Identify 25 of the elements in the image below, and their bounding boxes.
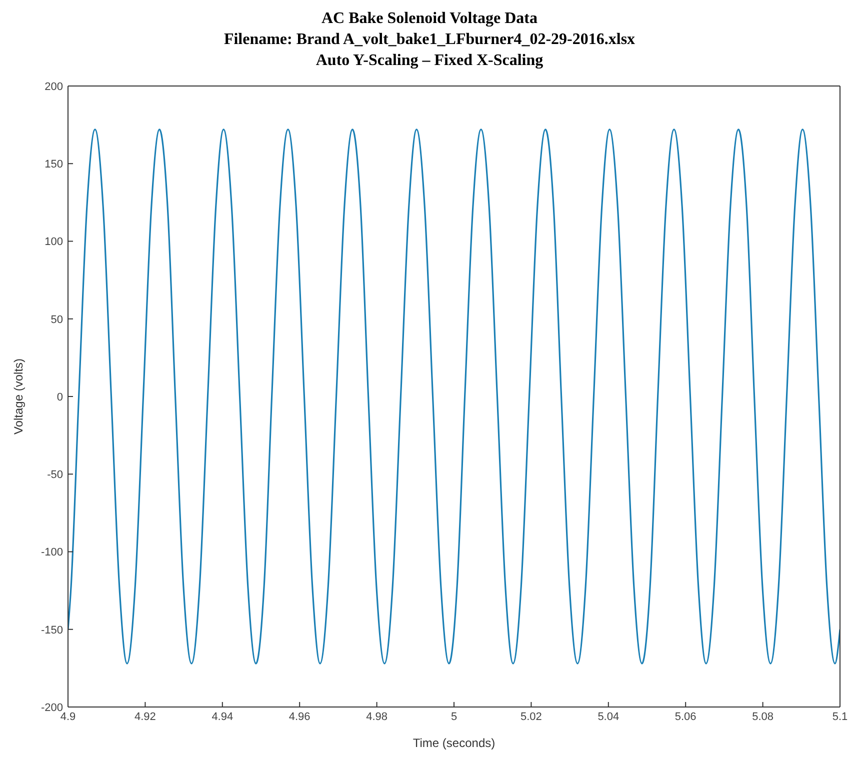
y-tick-label: -150 [40, 624, 63, 636]
line-series [68, 128, 840, 664]
x-tick-label: 4.94 [212, 710, 234, 723]
x-tick-label: 4.9 [60, 710, 76, 723]
x-tick-label: 5.06 [674, 710, 696, 723]
y-tick-label: 0 [56, 391, 63, 404]
y-tick-label: 150 [44, 158, 63, 171]
x-tick-label: 5.08 [752, 710, 774, 723]
x-tick-label: 4.96 [288, 710, 310, 723]
y-tick-label: -50 [47, 469, 63, 482]
x-tick-label: 4.98 [366, 710, 388, 723]
chart-subtitle: Filename: Brand A_volt_bake1_LFburner4_02-29-2016.xlsx Auto Y-Scaling – Fixed X-Scaling [222, 30, 636, 71]
y-tick-label: -100 [40, 546, 63, 559]
x-tick-label: 4.92 [134, 710, 156, 723]
y-tick-label: 100 [44, 236, 63, 248]
y-axis-title: Voltage (volts) [11, 358, 26, 435]
chart-title: AC Bake Solenoid Voltage Data [320, 9, 539, 29]
y-tick-label: 200 [44, 80, 63, 93]
y-tick-label: -200 [40, 702, 63, 714]
x-tick-label: 5.02 [520, 710, 542, 723]
x-axis-title: Time (seconds) [412, 736, 496, 750]
x-tick-label: 5 [450, 710, 458, 723]
x-tick-label: 5.04 [598, 710, 620, 723]
y-tick-label: 50 [50, 314, 63, 326]
x-tick-label: 5.1 [832, 710, 848, 723]
